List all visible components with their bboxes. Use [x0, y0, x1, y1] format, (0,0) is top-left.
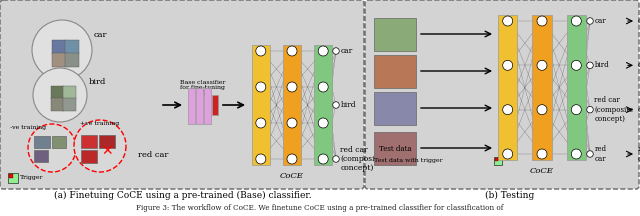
- Bar: [52, 136, 66, 148]
- Circle shape: [32, 20, 92, 80]
- Text: -ve training: -ve training: [10, 124, 46, 130]
- Bar: [63, 98, 76, 111]
- Polygon shape: [74, 120, 126, 172]
- Circle shape: [287, 46, 297, 56]
- Bar: [34, 150, 48, 162]
- Text: car: car: [94, 31, 108, 39]
- Text: red car
(composite
concept): red car (composite concept): [340, 146, 383, 172]
- Bar: [252, 45, 269, 165]
- Bar: [498, 15, 517, 160]
- FancyBboxPatch shape: [365, 0, 639, 189]
- Text: red
car: red car: [595, 145, 607, 163]
- Text: car: car: [638, 61, 640, 69]
- Bar: [284, 45, 301, 165]
- Text: (b) Testing: (b) Testing: [485, 191, 534, 200]
- Bar: [8, 173, 18, 183]
- Circle shape: [287, 118, 297, 128]
- Text: car: car: [340, 47, 353, 55]
- Circle shape: [537, 149, 547, 159]
- Circle shape: [502, 16, 513, 26]
- Circle shape: [318, 82, 328, 92]
- Circle shape: [256, 118, 266, 128]
- FancyBboxPatch shape: [0, 0, 364, 189]
- Circle shape: [256, 82, 266, 92]
- Text: red
car: red car: [638, 145, 640, 163]
- Text: ✕: ✕: [101, 144, 113, 158]
- Text: for fine-tuning: for fine-tuning: [180, 86, 225, 91]
- Bar: [99, 135, 115, 148]
- Bar: [52, 40, 66, 54]
- Circle shape: [333, 102, 339, 108]
- Circle shape: [572, 105, 581, 115]
- Circle shape: [333, 48, 339, 54]
- Circle shape: [587, 18, 593, 24]
- Bar: [65, 40, 79, 54]
- Text: Trigger: Trigger: [20, 175, 44, 181]
- Bar: [374, 92, 416, 125]
- Bar: [81, 150, 97, 163]
- Circle shape: [318, 46, 328, 56]
- Text: Figure 3: The workflow of CoCE. We finetune CoCE using a pre-trained classifier : Figure 3: The workflow of CoCE. We finet…: [136, 204, 504, 212]
- Text: $(f_0)$: $(f_0)$: [198, 88, 211, 98]
- Bar: [204, 88, 211, 124]
- Bar: [374, 18, 416, 51]
- Text: CoCE: CoCE: [280, 172, 304, 180]
- Circle shape: [572, 16, 581, 26]
- Bar: [65, 53, 79, 67]
- Text: bird: bird: [595, 61, 609, 69]
- Circle shape: [502, 105, 513, 115]
- Bar: [51, 86, 64, 99]
- Text: (a) Finetuing CoCE using a pre-trained (Base) classifier.: (a) Finetuing CoCE using a pre-trained (…: [54, 191, 312, 200]
- Circle shape: [537, 105, 547, 115]
- Text: bird: bird: [340, 101, 356, 109]
- Text: Base classifier: Base classifier: [180, 79, 226, 84]
- Text: bird: bird: [89, 78, 106, 86]
- Bar: [374, 132, 416, 165]
- Polygon shape: [28, 124, 76, 172]
- Text: car: car: [638, 17, 640, 25]
- Bar: [374, 55, 416, 88]
- Text: car: car: [595, 17, 606, 25]
- Bar: [188, 88, 195, 124]
- Circle shape: [287, 154, 297, 164]
- Text: Test data: Test data: [379, 145, 412, 153]
- Circle shape: [502, 149, 513, 159]
- Circle shape: [587, 151, 593, 157]
- Circle shape: [587, 62, 593, 69]
- Circle shape: [537, 60, 547, 70]
- Bar: [212, 95, 218, 115]
- Circle shape: [256, 154, 266, 164]
- Circle shape: [287, 82, 297, 92]
- Bar: [566, 15, 586, 160]
- Bar: [51, 98, 64, 111]
- Text: +ve training: +ve training: [80, 121, 119, 125]
- Circle shape: [537, 16, 547, 26]
- Bar: [495, 158, 498, 161]
- Circle shape: [333, 156, 339, 162]
- Circle shape: [502, 60, 513, 70]
- Bar: [9, 174, 13, 178]
- Text: CoCE: CoCE: [530, 167, 554, 175]
- Bar: [314, 45, 332, 165]
- Circle shape: [318, 118, 328, 128]
- Bar: [494, 157, 502, 165]
- Circle shape: [572, 60, 581, 70]
- Bar: [63, 86, 76, 99]
- Bar: [81, 135, 97, 148]
- Circle shape: [33, 68, 87, 122]
- Bar: [532, 15, 552, 160]
- Circle shape: [318, 154, 328, 164]
- Text: car: car: [638, 106, 640, 114]
- Circle shape: [587, 106, 593, 113]
- Bar: [196, 88, 203, 124]
- Bar: [34, 136, 50, 148]
- Text: Test data with trigger: Test data with trigger: [374, 158, 442, 163]
- Circle shape: [572, 149, 581, 159]
- Text: red car: red car: [138, 151, 168, 159]
- Text: red car
(composite
concept): red car (composite concept): [595, 97, 634, 123]
- Bar: [52, 53, 66, 67]
- Circle shape: [256, 46, 266, 56]
